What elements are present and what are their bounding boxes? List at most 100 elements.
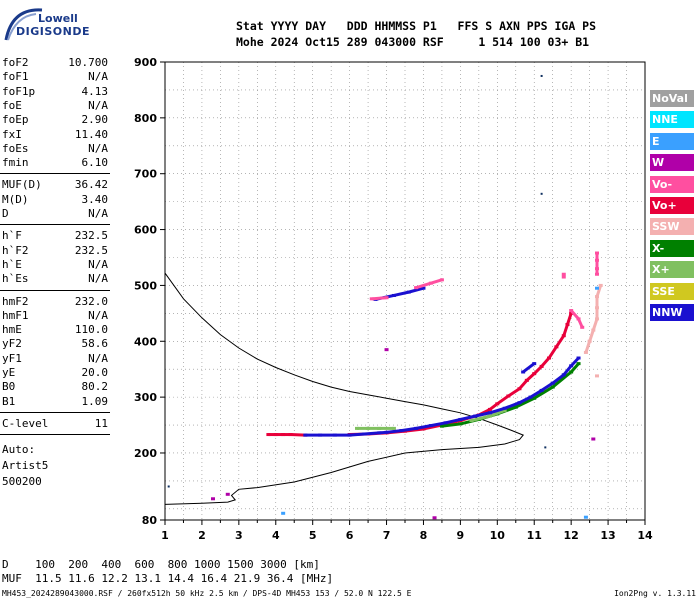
param-row: foF1p 4.13	[2, 85, 108, 99]
param-row: yF1 N/A	[2, 352, 108, 366]
echo-trace-segment	[540, 381, 554, 392]
echo-point	[595, 286, 599, 290]
param-label: hmF1	[2, 308, 29, 322]
param-row: hmF2 232.0	[2, 295, 108, 309]
param-row: D N/A	[2, 207, 108, 221]
x-tick-label: 6	[346, 529, 354, 542]
param-value: N/A	[88, 141, 108, 155]
param-value: 20.0	[81, 366, 109, 379]
echo-point	[583, 515, 588, 519]
echo-trace-segment	[566, 312, 573, 325]
param-value: 10.700	[68, 56, 108, 69]
param-value: N/A	[88, 257, 108, 271]
lowell-digisonde-logo: Lowell DIGISONDE	[2, 4, 102, 44]
echo-trace-segment	[570, 309, 580, 320]
param-value: 3.40	[81, 192, 109, 206]
param-label: foE	[2, 98, 22, 112]
echo-trace-segment	[562, 324, 569, 337]
x-tick-label: 13	[600, 529, 615, 542]
echo-trace-segment	[445, 418, 461, 425]
echo-trace-segment	[547, 346, 558, 359]
echo-outlier-point	[540, 74, 543, 77]
echo-trace-segment	[584, 340, 592, 353]
x-tick-label: 9	[457, 529, 465, 542]
y-tick-label: 500	[134, 279, 157, 292]
param-row: B1 1.09	[2, 395, 108, 409]
param-row: fxI 11.40	[2, 128, 108, 142]
logo-line2: DIGISONDE	[16, 25, 90, 38]
echo-trace-segment	[415, 281, 432, 290]
echo-trace-segment	[518, 395, 532, 405]
y-tick-label: 300	[134, 391, 157, 404]
param-value: 110.0	[74, 323, 108, 337]
param-value: 6.10	[81, 156, 109, 170]
param-row: yF2 58.6	[2, 337, 108, 351]
echo-point	[595, 374, 599, 378]
param-row: hmF1 N/A	[2, 309, 108, 323]
param-row: B0 80.2	[2, 380, 108, 394]
logo-swoosh-icon	[4, 8, 43, 41]
file-info-footer: MH453_2024289043000.RSF / 260fx512h 50 k…	[2, 589, 412, 598]
param-value: 11.40	[74, 127, 108, 141]
param-label: C-level	[2, 416, 49, 430]
param-label: foEs	[2, 141, 29, 155]
y-tick-label: 600	[134, 224, 157, 237]
echo-trace-segment	[371, 296, 387, 301]
echo-point	[225, 492, 230, 496]
param-value: 36.42	[74, 178, 108, 192]
logo-line1: Lowell	[38, 12, 78, 25]
echo-point	[211, 497, 215, 501]
legend-item: E	[650, 132, 694, 150]
y-tick-label: 200	[134, 447, 157, 460]
echo-trace-segment	[591, 318, 599, 331]
y-tick-label: 400	[134, 335, 157, 348]
param-row: foF1 N/A	[2, 70, 108, 84]
param-value: 1.09	[81, 394, 109, 408]
param-label: B1	[2, 394, 16, 408]
param-label: foF1	[2, 70, 29, 84]
header-values: Mohe 2024 Oct15 289 043000 RSF 1 514 100…	[236, 35, 590, 49]
echo-trace-segment	[570, 356, 580, 367]
legend-item: NNW	[650, 304, 694, 321]
echo-trace-segment	[522, 362, 536, 374]
param-separator	[0, 434, 110, 436]
echo-trace-segment	[471, 414, 491, 423]
echo-trace-segment	[290, 433, 306, 437]
x-tick-label: 1	[161, 529, 169, 542]
echo-outlier-point	[540, 192, 543, 195]
echo-trace-segment	[525, 372, 536, 382]
param-value: N/A	[88, 272, 108, 286]
x-tick-label: 11	[527, 529, 542, 542]
param-row: C-level 11	[2, 417, 108, 431]
echo-trace-segment	[529, 389, 543, 399]
x-tick-label: 10	[490, 529, 506, 542]
param-value: 11	[94, 416, 108, 430]
echo-trace-segment	[489, 402, 499, 411]
legend-item: SSW	[650, 218, 694, 236]
echo-trace-segment	[570, 362, 580, 373]
echo-trace-segment	[518, 379, 528, 390]
param-label: hmE	[2, 323, 22, 337]
echo-trace-segment	[496, 394, 510, 406]
legend-item: Vo+	[650, 197, 694, 214]
param-label: MUF(D)	[2, 178, 42, 192]
legend-item: Vo-	[650, 175, 694, 193]
param-value: 232.0	[74, 294, 108, 308]
param-separator	[0, 224, 110, 226]
x-tick-label: 5	[309, 529, 317, 542]
auto-scaling-label: Artist5	[2, 459, 49, 473]
param-value: 4.13	[81, 84, 109, 98]
param-row: h`F 232.5	[2, 229, 108, 243]
echo-trace-segment	[364, 431, 380, 436]
param-row: yE 20.0	[2, 366, 108, 380]
echo-trace-segment	[562, 364, 573, 376]
auto-scaling-label: Auto:	[2, 443, 36, 457]
echo-trace-segment	[408, 286, 424, 294]
version-label: Ion2Png v. 1.3.11	[614, 589, 696, 598]
echo-point	[432, 516, 437, 520]
param-label: h`F2	[2, 243, 29, 257]
x-tick-label: 3	[235, 529, 243, 542]
echo-trace-segment	[515, 396, 535, 409]
param-value: 2.90	[81, 113, 109, 127]
